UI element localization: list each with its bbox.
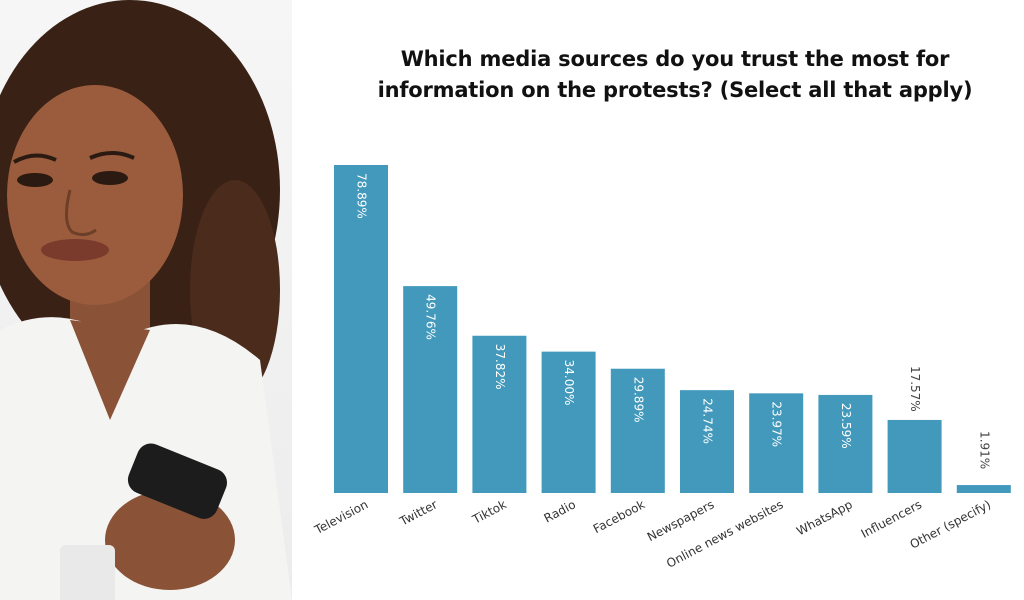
- category-label-3: Radio: [542, 497, 578, 525]
- chart-title: Which media sources do you trust the mos…: [330, 44, 1020, 106]
- data-label-1: 49.76%: [424, 294, 438, 340]
- woman-with-remote-photo: [0, 0, 292, 600]
- data-label-2: 37.82%: [493, 344, 507, 390]
- bar-7: [818, 394, 873, 493]
- data-labels-group: 78.89% 49.76% 37.82% 34.00% 29.89% 24.74% 23.9…: [355, 173, 992, 469]
- category-label-8: Influencers: [859, 497, 924, 541]
- category-label-6: Online news websites: [664, 497, 785, 570]
- bar-5: [680, 390, 734, 493]
- category-label-1: Twitter: [397, 497, 440, 529]
- data-label-4: 29.89%: [631, 377, 645, 423]
- data-label-6: 23.97%: [770, 401, 784, 447]
- bar-1: [403, 286, 458, 493]
- data-label-5: 24.74%: [701, 398, 715, 444]
- category-labels-group: Television Twitter Tiktok Radio FacebookNews…: [311, 497, 993, 570]
- bar-9: [956, 485, 1011, 493]
- bar-8: [887, 419, 942, 493]
- data-label-8: 17.57%: [908, 366, 922, 412]
- category-label-2: Tiktok: [469, 497, 508, 527]
- data-label-3: 34.00%: [562, 360, 576, 406]
- bars-group: [334, 165, 1011, 493]
- category-label-7: WhatsApp: [794, 497, 855, 538]
- bar-chart: 78.89% 49.76% 37.82% 34.00% 29.89% 24.74% 23.9…: [311, 165, 1011, 571]
- bar-3: [541, 351, 596, 493]
- bar-2: [472, 335, 527, 493]
- photo-illustration: [0, 0, 292, 600]
- data-label-0: 78.89%: [355, 173, 369, 219]
- chart-title-line-2: information on the protests? (Select all…: [377, 78, 973, 102]
- category-label-4: Facebook: [591, 497, 647, 536]
- category-label-0: Television: [311, 497, 370, 537]
- bar-4: [610, 368, 665, 493]
- chart-title-line-1: Which media sources do you trust the mos…: [400, 47, 950, 71]
- data-label-7: 23.59%: [839, 403, 853, 449]
- bar-6: [749, 393, 804, 493]
- bar-0: [334, 165, 388, 493]
- data-label-9: 1.91%: [977, 431, 991, 469]
